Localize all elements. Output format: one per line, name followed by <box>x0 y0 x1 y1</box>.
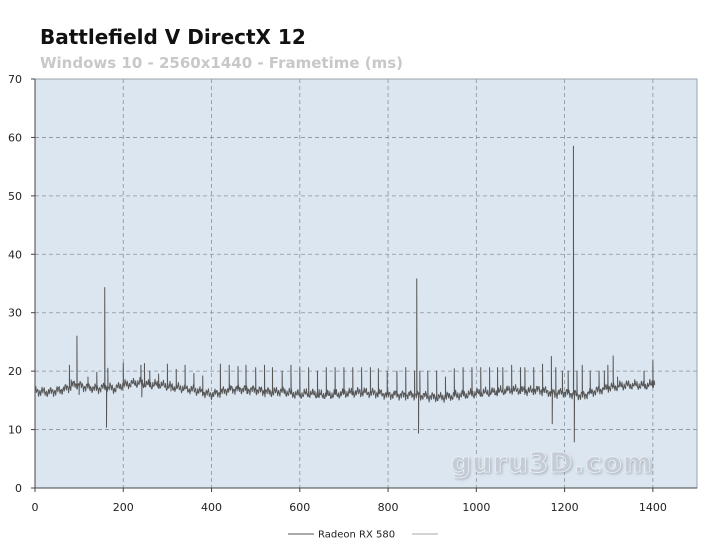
y-tick-label-70: 70 <box>8 73 22 86</box>
x-tick-label-200: 200 <box>113 501 134 514</box>
legend: Radeon RX 580 <box>288 530 438 541</box>
chart-title: Battlefield V DirectX 12 <box>40 25 306 49</box>
x-tick-label-800: 800 <box>378 501 399 514</box>
watermark-logo: guru3D.com <box>451 446 653 479</box>
x-tick-label-400: 400 <box>201 501 222 514</box>
x-tick-label-600: 600 <box>289 501 310 514</box>
x-tick-label-1200: 1200 <box>551 501 579 514</box>
y-tick-label-10: 10 <box>8 424 22 437</box>
y-tick-label-20: 20 <box>8 365 22 378</box>
x-tick-label-0: 0 <box>32 501 39 514</box>
y-tick-label-30: 30 <box>8 307 22 320</box>
plot-area <box>34 78 698 489</box>
legend-label-radeon-rx-580: Radeon RX 580 <box>318 530 395 541</box>
x-tick-label-1400: 1400 <box>639 501 667 514</box>
y-axis-ticks: 0 10 20 30 40 50 60 70 <box>8 73 35 495</box>
axes <box>34 79 697 489</box>
y-tick-label-60: 60 <box>8 131 22 144</box>
chart-subtitle: Windows 10 - 2560x1440 - Frametime (ms) <box>40 54 403 72</box>
y-tick-label-0: 0 <box>15 482 22 495</box>
x-tick-label-1000: 1000 <box>462 501 490 514</box>
series-lines <box>34 145 656 443</box>
series-line-0 <box>34 145 656 443</box>
grid-lines <box>35 79 697 488</box>
x-axis-ticks: 0 200 400 600 800 1000 1200 1400 <box>32 488 667 514</box>
y-tick-label-40: 40 <box>8 248 22 261</box>
y-tick-label-50: 50 <box>8 190 22 203</box>
